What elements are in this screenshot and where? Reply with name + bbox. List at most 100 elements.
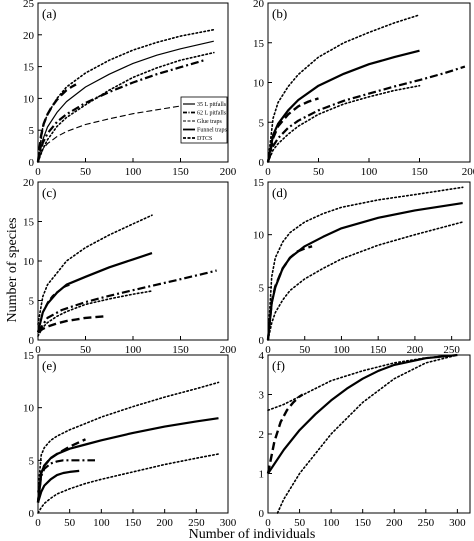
x-axis-label: Number of individuals (189, 527, 316, 541)
panel-frame (267, 2, 471, 163)
x-tick-label: 50 (64, 517, 76, 529)
series-line-thin-dashed (37, 104, 191, 163)
y-tick-label: 0 (29, 157, 35, 169)
y-tick-label: 5 (29, 296, 35, 308)
x-tick-label: 100 (361, 166, 378, 178)
series-line-thick-dashed (36, 83, 77, 163)
panel-label: (b) (272, 6, 287, 21)
x-tick-label: 0 (35, 517, 41, 529)
panel-f: 0 50 100 150 200 250 300 0 1 2 3 4 (f) (259, 350, 471, 529)
x-tick-label: 200 (462, 166, 474, 178)
x-tick-label: 0 (265, 344, 271, 356)
y-tick-label: 0 (259, 508, 265, 520)
panel-label: (d) (272, 185, 287, 200)
x-tick-label: 50 (80, 166, 92, 178)
series-line-dash-dot (266, 65, 466, 163)
series-line-thick-solid (266, 49, 420, 163)
series-line-thick-dashed (36, 438, 87, 503)
y-tick-label: 15 (253, 38, 265, 50)
series-line-dotted (37, 28, 215, 163)
y-tick-label: 10 (23, 403, 35, 415)
panel-b: 0 50 100 150 200 0 5 10 15 20 (b) (253, 0, 474, 178)
y-tick-label: 15 (23, 217, 35, 229)
y-tick-label: 10 (23, 256, 35, 268)
y-tick-label: 15 (23, 62, 35, 74)
series-line-thick-dashed (266, 97, 319, 163)
x-tick-label: 0 (265, 166, 271, 178)
series-line-dash-dot (37, 269, 217, 333)
series-line-dotted (37, 290, 153, 337)
series-line-dotted (37, 214, 153, 326)
series-line-thick-dashed (37, 315, 105, 334)
panel-label: (f) (272, 358, 285, 373)
series-line-thick-dashed (266, 393, 304, 474)
y-tick-label: 5 (259, 117, 265, 129)
x-tick-label: 50 (299, 344, 311, 356)
x-tick-label: 150 (125, 517, 142, 529)
legend-box (180, 96, 228, 144)
y-tick-label: 10 (253, 230, 265, 242)
series-line-thick-solid (36, 252, 153, 333)
x-tick-label: 250 (418, 517, 435, 529)
series-line-thick-solid (267, 353, 458, 475)
series-line-dotted (37, 381, 220, 493)
x-tick-label: 300 (449, 517, 466, 529)
x-tick-label: 100 (125, 166, 142, 178)
x-tick-label: 150 (172, 166, 189, 178)
y-tick-label: 10 (23, 93, 35, 105)
legend-entry-label: 35 L pitfalls (197, 101, 227, 108)
y-tick-label: 5 (29, 125, 35, 137)
series-line-dash-dot (36, 459, 95, 503)
x-tick-label: 0 (35, 344, 41, 356)
x-tick-label: 150 (411, 166, 428, 178)
panel-frame (267, 181, 471, 341)
y-tick-label: 3 (259, 390, 265, 402)
series-line-dotted (37, 453, 220, 514)
panel-label: (c) (42, 185, 56, 200)
x-tick-label: 50 (313, 166, 325, 178)
x-tick-label: 200 (220, 166, 237, 178)
x-tick-label: 150 (354, 517, 371, 529)
series-line-thick-solid (266, 202, 463, 341)
y-tick-label: 0 (29, 508, 35, 520)
series-line-dotted (267, 186, 464, 341)
panel-e: 0 50 100 150 200 250 300 0 5 10 15 (e) (23, 350, 237, 529)
y-tick-label: 0 (29, 335, 35, 347)
legend-entry-label: 62 L pitfalls (197, 110, 227, 117)
series-line-thin-solid (37, 40, 214, 163)
legend-entry-label: Funnel traps (197, 128, 227, 134)
legend-entry-label: Glue traps (197, 119, 222, 125)
series-line-thin-dashed (37, 284, 72, 333)
x-tick-label: 50 (294, 517, 306, 529)
panel-label: (a) (42, 6, 56, 21)
panel-frame (267, 354, 471, 514)
series-line-dash-dot (36, 59, 205, 163)
x-tick-label: 200 (407, 344, 424, 356)
y-tick-label: 25 (23, 0, 35, 10)
y-tick-label: 2 (259, 429, 265, 441)
y-tick-label: 15 (23, 350, 35, 362)
legend-entry-label: DTCS (197, 136, 212, 142)
panel-c: 0 50 100 150 200 0 5 10 15 20 (c) (23, 177, 237, 356)
y-tick-label: 0 (259, 157, 265, 169)
y-tick-label: 15 (253, 177, 265, 189)
x-tick-label: 250 (443, 344, 460, 356)
x-tick-label: 200 (386, 517, 403, 529)
x-tick-label: 250 (188, 517, 205, 529)
x-tick-label: 100 (93, 517, 110, 529)
x-tick-label: 50 (80, 344, 92, 356)
series-line-thick-solid (36, 469, 80, 503)
y-tick-label: 20 (23, 30, 35, 42)
panel-d: 0 50 100 150 200 250 0 5 10 15 (d) (253, 177, 471, 356)
x-tick-label: 200 (220, 344, 237, 356)
x-tick-label: 100 (125, 344, 142, 356)
x-tick-label: 200 (156, 517, 173, 529)
y-tick-label: 1 (259, 469, 265, 481)
x-tick-label: 100 (323, 517, 340, 529)
series-line-dotted (37, 51, 215, 163)
x-tick-label: 300 (220, 517, 237, 529)
series-line-thick-dashed (266, 245, 313, 341)
series-line-dotted (267, 84, 421, 163)
panel-a: 0 50 100 150 200 0 5 10 15 20 25 (a) 35 L pitfalls 62… (23, 0, 237, 178)
x-tick-label: 150 (370, 344, 387, 356)
